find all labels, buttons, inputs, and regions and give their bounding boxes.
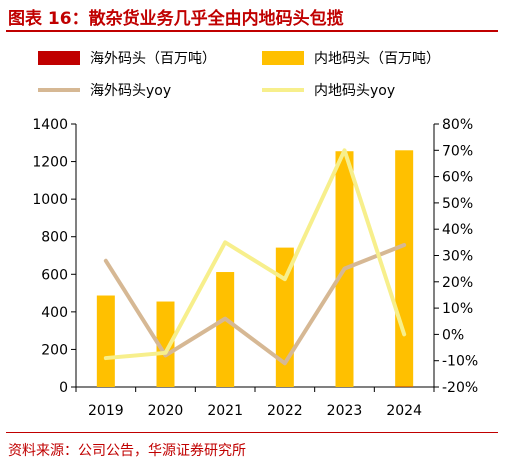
mainland-bar bbox=[216, 272, 235, 387]
x-tick-label: 2024 bbox=[386, 403, 422, 419]
overseas-yoy-line bbox=[103, 242, 407, 366]
right-tick-label: 70% bbox=[442, 143, 473, 159]
left-tick-label: 200 bbox=[41, 342, 68, 358]
right-tick-label: 50% bbox=[442, 196, 473, 212]
right-tick-label: -10% bbox=[442, 354, 478, 370]
right-tick-label: 80% bbox=[442, 117, 473, 133]
chart-bars bbox=[96, 150, 414, 387]
right-tick-label: 60% bbox=[442, 170, 473, 186]
left-tick-label: 600 bbox=[41, 267, 68, 283]
title-divider bbox=[6, 30, 498, 32]
right-tick-label: 10% bbox=[442, 301, 473, 317]
right-tick-label: -20% bbox=[442, 380, 478, 396]
left-tick-label: 800 bbox=[41, 230, 68, 246]
chart-axes bbox=[71, 123, 439, 392]
legend-overseas-label: 海外码头（百万吨） bbox=[90, 51, 216, 67]
right-tick-label: 20% bbox=[442, 275, 473, 291]
left-tick-label: 400 bbox=[41, 305, 68, 321]
left-tick-label: 1200 bbox=[32, 155, 68, 171]
legend-overseas-swatch bbox=[38, 51, 80, 65]
right-tick-label: 40% bbox=[442, 222, 473, 238]
chart-ticks: 0 200 400 600 800 1000 1200 1400 -20% -10% 0% 10% 20… bbox=[32, 117, 478, 419]
mainland-bar bbox=[275, 247, 294, 387]
x-tick-label: 2019 bbox=[88, 403, 124, 419]
right-tick-label: 0% bbox=[442, 327, 464, 343]
legend-mainland-yoy-label: 内地码头yoy bbox=[314, 83, 395, 99]
right-tick-label: 30% bbox=[442, 249, 473, 265]
mainland-bar bbox=[96, 295, 115, 387]
chart-legend: 海外码头（百万吨） 内地码头（百万吨） 海外码头yoy 内地码头yoy bbox=[38, 51, 440, 99]
x-tick-label: 2022 bbox=[267, 403, 303, 419]
left-tick-label: 1000 bbox=[32, 192, 68, 208]
source-note: 资料来源：公司公告，华源证券研究所 bbox=[8, 443, 246, 459]
legend-mainland-swatch bbox=[262, 51, 304, 65]
left-tick-label: 0 bbox=[59, 380, 68, 396]
legend-mainland-label: 内地码头（百万吨） bbox=[314, 51, 440, 67]
source-divider bbox=[6, 432, 498, 433]
x-tick-label: 2023 bbox=[327, 403, 363, 419]
legend-overseas-yoy-label: 海外码头yoy bbox=[90, 83, 171, 99]
chart-lines bbox=[103, 148, 407, 366]
left-tick-label: 1400 bbox=[32, 117, 68, 133]
mainland-bar bbox=[156, 301, 175, 387]
figure-title: 图表 16：散杂货业务几乎全由内地码头包揽 bbox=[8, 9, 344, 29]
x-tick-label: 2021 bbox=[207, 403, 243, 419]
mainland-bar bbox=[395, 150, 414, 387]
mainland-yoy-line bbox=[103, 148, 407, 361]
x-tick-label: 2020 bbox=[148, 403, 184, 419]
